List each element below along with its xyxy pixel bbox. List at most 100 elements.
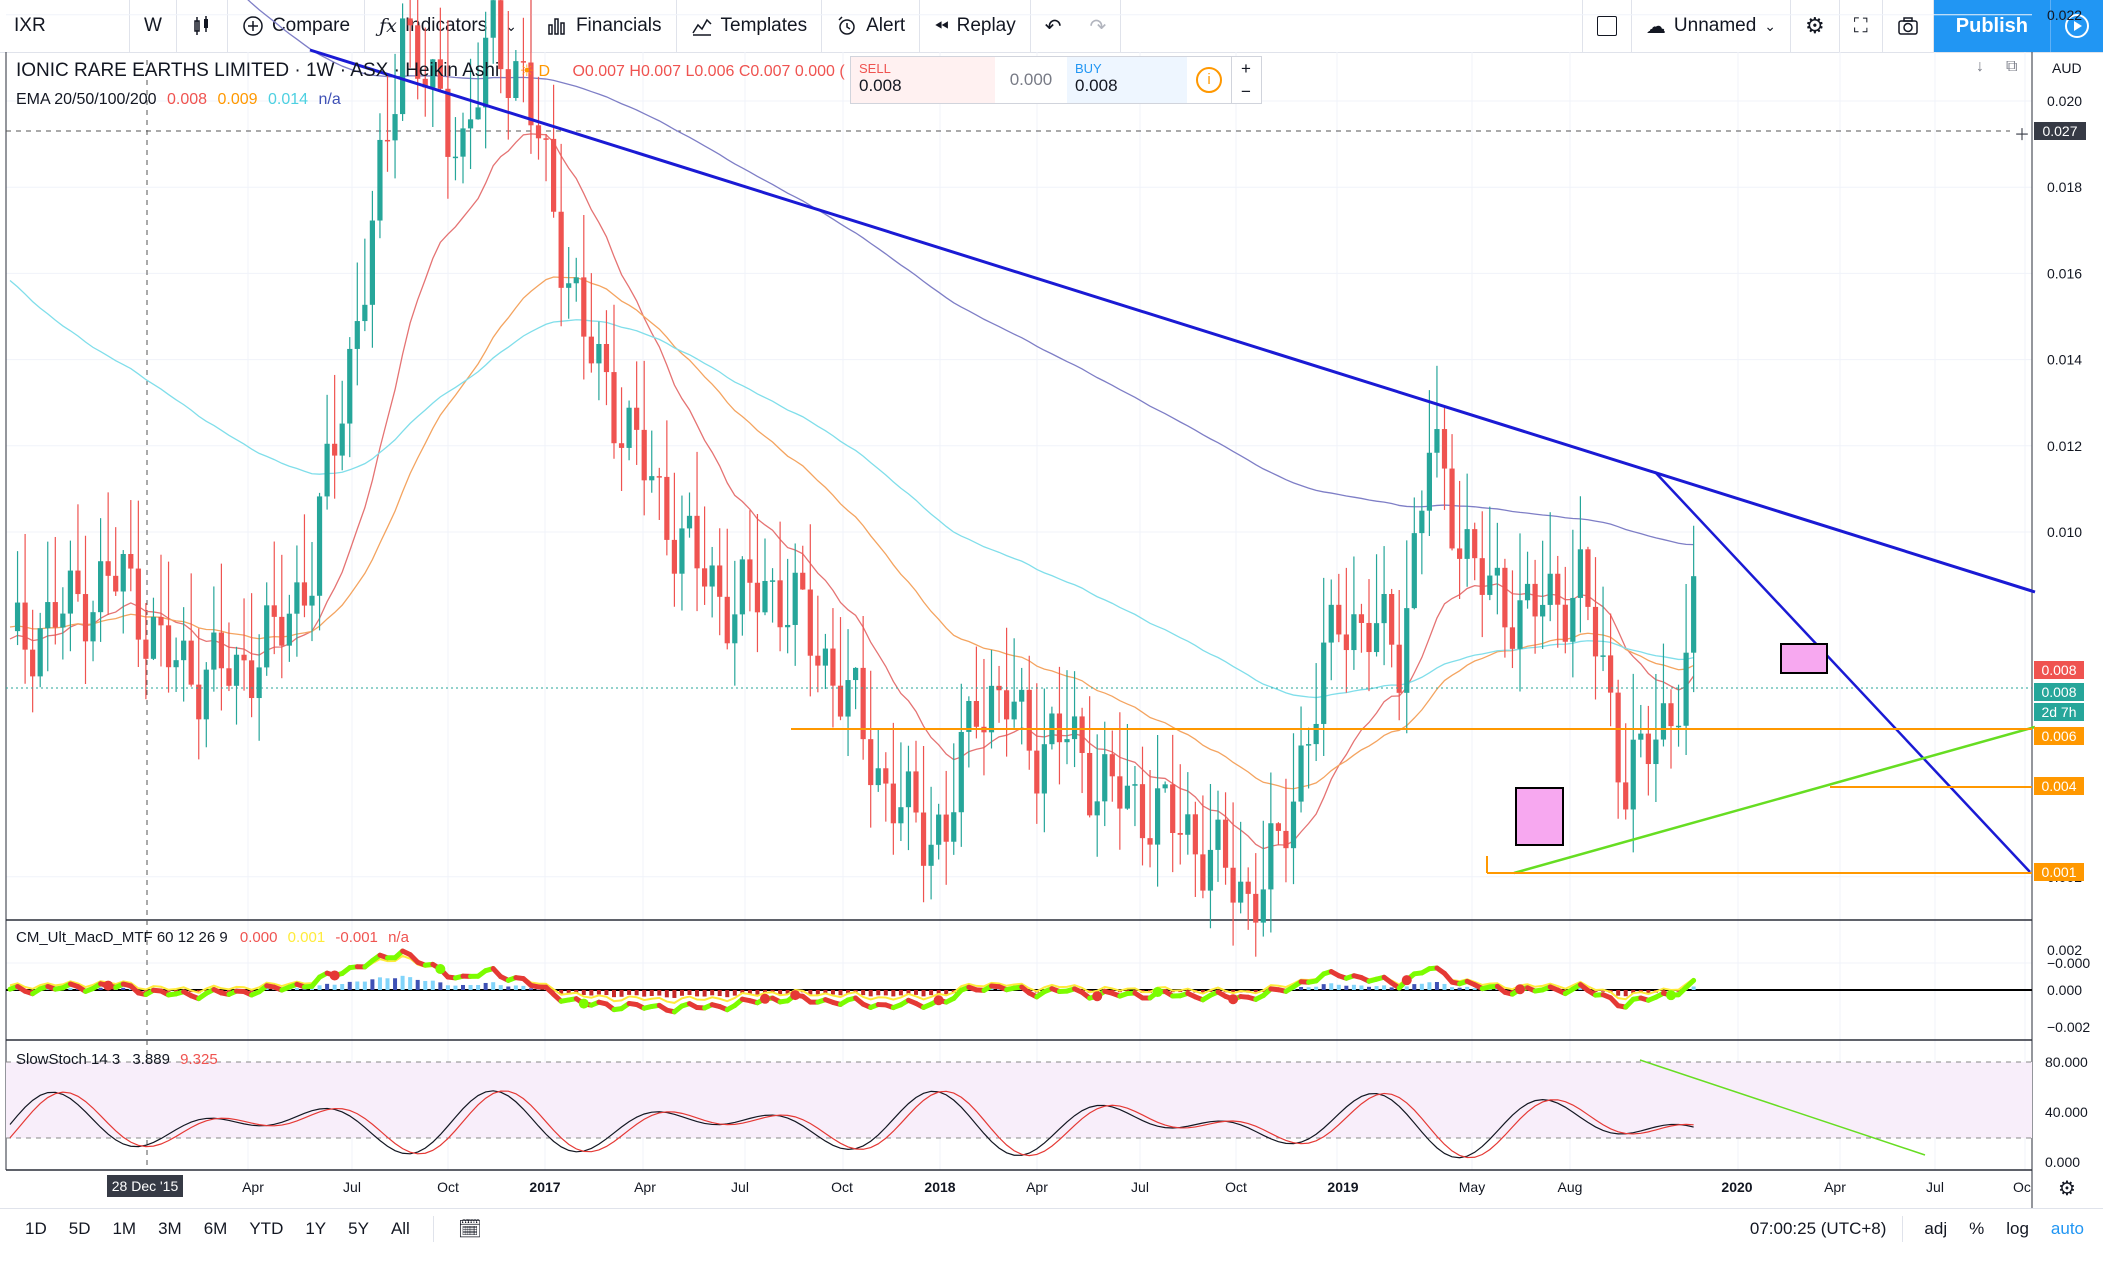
candle-body [966, 700, 972, 732]
range-button-ytd[interactable]: YTD [249, 1219, 284, 1238]
macd-histogram-bar [121, 987, 126, 990]
log-toggle[interactable]: log [2006, 1219, 2029, 1238]
candle-body [649, 476, 655, 481]
candle-body [1585, 549, 1591, 607]
redo-button[interactable]: ↷ [1076, 0, 1122, 52]
candle-body [165, 625, 172, 668]
macd-histogram-bar [755, 990, 760, 995]
range-button-1m[interactable]: 1M [112, 1219, 137, 1238]
play-button[interactable] [2050, 0, 2103, 52]
macd-histogram-bar [506, 986, 511, 990]
symbol-title[interactable]: IONIC RARE EARTHS LIMITED · 1W · ASX · H… [16, 60, 500, 81]
chart-style-button[interactable] [177, 0, 228, 52]
candle-body [324, 443, 330, 497]
percent-toggle[interactable]: % [1969, 1219, 1985, 1238]
financials-button[interactable]: Financials [532, 0, 677, 52]
time-axis-label: 2019 [1327, 1179, 1358, 1195]
settings-button[interactable]: ⚙ [1791, 0, 1840, 52]
highlight-box-2020[interactable] [1780, 643, 1828, 674]
price-axis[interactable]: 0.0280.0260.0240.0220.0200.0180.0160.014… [2047, 0, 2090, 971]
macd-axis-label: 0.000 [2047, 982, 2082, 998]
toolbar-right: ☁ Unnamed ⌄ ⚙ ⛶ Publish [1581, 0, 2103, 52]
range-button-5y[interactable]: 5Y [348, 1219, 369, 1238]
time-axis[interactable]: 28 Dec '15 Apr Jul Oct 2017 Apr Jul Oct 2018 Apr J… [107, 1175, 2031, 1197]
macd-legend[interactable]: CM_Ult_MacD_MTF 60 12 26 9 0.000 0.001 -… [16, 929, 409, 946]
macd-histogram-bar [710, 990, 715, 996]
quantity-stepper[interactable]: + − [1231, 57, 1260, 103]
ema-legend[interactable]: EMA 20/50/100/200 0.008 0.009 0.014 n/a [16, 91, 341, 109]
adj-toggle[interactable]: adj [1924, 1219, 1948, 1238]
drawings[interactable] [309, 48, 2036, 875]
stoch-trend-line [1639, 1059, 1926, 1156]
replay-button[interactable]: ⏪︎ Replay [920, 0, 1031, 52]
short-downtrend-line[interactable] [1654, 471, 2031, 873]
macd-histogram-bar [725, 990, 730, 998]
macd-histogram-bar [785, 990, 790, 994]
date-range-icon[interactable]: 🗓︎ [457, 1219, 482, 1240]
ema-100-line [9, 279, 1694, 699]
minus-icon[interactable]: − [1241, 81, 1251, 101]
undo-button[interactable]: ↶ [1031, 0, 1076, 52]
range-button-5d[interactable]: 5D [68, 1219, 91, 1238]
candle-body [1192, 814, 1198, 855]
plus-icon[interactable]: + [1241, 58, 1251, 78]
macd-histogram-bar [740, 990, 745, 994]
range-button-1d[interactable]: 1D [25, 1219, 47, 1238]
macd-value-1: 0.000 [239, 929, 278, 946]
range-button-all[interactable]: All [390, 1219, 410, 1238]
compare-button[interactable]: Compare [228, 0, 366, 52]
bar-chart-icon [548, 18, 565, 35]
candle-body [860, 667, 866, 740]
info-button[interactable]: i [1187, 57, 1231, 103]
range-button-1y[interactable]: 1Y [305, 1219, 327, 1238]
sell-button[interactable]: SELL 0.008 [851, 57, 995, 103]
alert-button[interactable]: Alert [822, 0, 921, 52]
snapshot-button[interactable] [1883, 0, 1934, 52]
maximize-pane-icon[interactable]: ⧉ [2006, 58, 2018, 75]
macd-histogram-bar [1457, 987, 1462, 990]
time-axis-label: 2018 [924, 1179, 955, 1195]
macd-histogram-bar [1359, 985, 1364, 990]
auto-toggle[interactable]: auto [2050, 1219, 2084, 1238]
candle-body [75, 570, 81, 595]
crosshair-plus-icon[interactable]: ＋ [2014, 127, 2031, 144]
gear-icon[interactable]: ⚙ [2058, 1178, 2076, 1200]
macd-histogram-bar [687, 990, 692, 995]
chart-canvas[interactable]: 0.0280.0260.0240.0220.0200.0180.0160.014… [0, 0, 2103, 1208]
macd-cross-dot [933, 995, 944, 1006]
macd-histogram-bar [491, 982, 496, 990]
fullscreen-button[interactable]: ⛶ [1840, 0, 1883, 52]
buy-button[interactable]: BUY 0.008 [1067, 57, 1187, 103]
candle-body [1041, 744, 1047, 794]
highlight-box-2019[interactable] [1515, 787, 1564, 846]
symbol-search[interactable]: IXR [0, 0, 130, 52]
macd-histogram-bar [393, 978, 398, 990]
range-button-3m[interactable]: 3M [158, 1219, 182, 1238]
layout-name-button[interactable]: ☁ Unnamed ⌄ [1632, 0, 1792, 52]
candle-body [1351, 614, 1357, 651]
candle-body [392, 114, 398, 141]
templates-button[interactable]: Templates [677, 0, 823, 52]
long-downtrend-line[interactable] [309, 48, 2036, 594]
macd-histogram-bar [264, 988, 269, 990]
scroll-down-icon[interactable]: ↓ [1976, 58, 1984, 75]
alarm-clock-icon [838, 16, 855, 35]
price-tag: 0.008 [2034, 661, 2084, 679]
layout-toggle-button[interactable] [1581, 0, 1632, 52]
candle-body [490, 0, 496, 38]
candle-body [1064, 739, 1070, 743]
macd-histogram-bar [355, 981, 360, 990]
range-button-6m[interactable]: 6M [203, 1219, 228, 1238]
publish-button[interactable]: Publish [1933, 0, 2050, 52]
ema200-value: n/a [318, 91, 341, 108]
price-tag: 0.008 [2034, 683, 2084, 701]
candle-body [777, 580, 783, 628]
candle-body [1615, 692, 1621, 783]
uptrend-support-line[interactable] [1513, 725, 2036, 875]
candle-body [452, 156, 459, 159]
macd-histogram-bar [445, 985, 450, 990]
interval-button[interactable]: W [130, 0, 177, 52]
clock-label[interactable]: 07:00:25 (UTC+8) [1749, 1219, 1887, 1238]
stoch-legend[interactable]: SlowStoch 14 3 3.889 9.325 [16, 1051, 218, 1068]
chart-legend: IONIC RARE EARTHS LIMITED · 1W · ASX · H… [16, 60, 845, 82]
